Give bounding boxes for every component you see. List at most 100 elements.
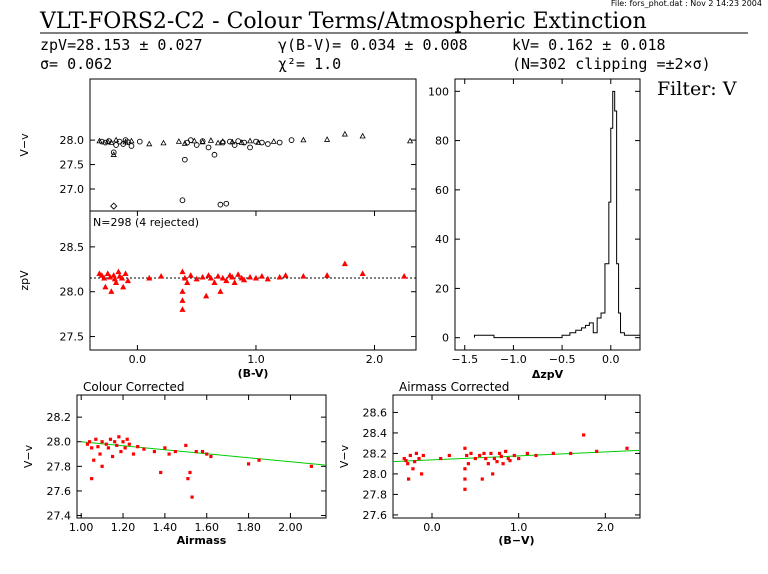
- data-point: [125, 437, 129, 441]
- data-point: [512, 453, 516, 458]
- k-value: kV= 0.162 ± 0.018: [512, 36, 666, 54]
- data-point: [504, 449, 508, 453]
- plot-frame: [89, 210, 417, 351]
- data-point: [160, 139, 167, 146]
- data-point: [217, 288, 224, 294]
- data-point: [258, 273, 265, 279]
- data-point: [186, 477, 190, 481]
- data-point: [482, 451, 486, 456]
- zp-value: zpV=28.153 ± 0.027: [40, 36, 203, 54]
- x-tick-label: −1.5: [451, 353, 478, 366]
- y-axis-label: V−v: [338, 444, 351, 468]
- histogram-bar: [597, 318, 601, 338]
- data-point: [203, 292, 210, 299]
- data-point: [498, 451, 502, 456]
- data-point: [175, 138, 182, 144]
- data-point: [214, 139, 222, 146]
- data-point: [118, 274, 126, 281]
- x-axis-label: ΔzpV: [532, 368, 564, 381]
- data-point: [96, 445, 100, 449]
- data-point: [179, 297, 186, 303]
- data-point: [223, 277, 230, 284]
- data-point: [113, 142, 119, 148]
- data-point: [478, 453, 482, 458]
- x-tick-label: 1.40: [153, 521, 178, 534]
- data-point: [124, 277, 132, 284]
- x-tick-label: 1.20: [111, 521, 136, 534]
- data-point: [128, 143, 135, 149]
- filter-label: Filter: V: [657, 78, 737, 100]
- data-point: [181, 274, 188, 281]
- data-point: [217, 201, 224, 208]
- data-point: [113, 136, 120, 143]
- histogram-bar: [593, 333, 597, 338]
- data-point: [110, 151, 117, 157]
- y-tick-label: 28.2: [47, 411, 72, 424]
- data-point: [184, 279, 191, 285]
- data-point: [288, 137, 295, 143]
- data-point: [235, 271, 242, 277]
- data-point: [205, 144, 212, 151]
- y-axis-label: zpV: [18, 270, 31, 291]
- y-tick-label: 27.5: [60, 159, 85, 172]
- data-point: [125, 139, 131, 145]
- data-point: [158, 273, 165, 279]
- data-point: [191, 137, 198, 144]
- y-tick-label: 60: [435, 184, 449, 197]
- page-title: VLT-FORS2-C2 - Colour Terms/Atmospheric …: [39, 9, 647, 34]
- x-axis-label: (B−V): [498, 534, 534, 547]
- data-point: [128, 137, 135, 144]
- data-point: [100, 464, 104, 468]
- data-point: [625, 446, 629, 450]
- data-point: [121, 440, 125, 444]
- data-point: [100, 440, 104, 444]
- data-point: [199, 138, 206, 145]
- x-tick-label: −1.0: [500, 353, 527, 366]
- data-point: [104, 138, 111, 144]
- data-point: [420, 472, 424, 476]
- data-point: [341, 130, 348, 137]
- data-point: [246, 462, 251, 466]
- x-tick-label: −0.5: [549, 353, 576, 366]
- histogram-panel: 0 20 40 60 80 100 −1.5 −1.0 −0.5 0.0 ΔzpV: [428, 78, 641, 381]
- data-point: [257, 458, 261, 462]
- histogram-bar: [570, 333, 576, 338]
- data-point: [264, 141, 271, 147]
- data-point: [179, 288, 186, 294]
- data-point: [92, 458, 96, 462]
- y-axis-label: V−v: [22, 444, 35, 468]
- data-point: [246, 273, 254, 280]
- data-point: [110, 202, 118, 210]
- data-point: [102, 139, 109, 146]
- data-point: [407, 477, 411, 481]
- data-point: [447, 453, 451, 458]
- data-point: [199, 273, 206, 280]
- y-tick-label: 28.0: [60, 134, 85, 147]
- data-point: [90, 477, 94, 481]
- data-point: [102, 283, 109, 290]
- airmass-corrected-panel: 27.6 27.8 28.0 28.2 28.4 28.6 0.0 1.0 2.0 (B−V) V−…: [338, 380, 641, 547]
- data-point: [229, 138, 236, 145]
- data-point: [159, 470, 163, 475]
- data-point: [108, 139, 115, 145]
- data-point: [517, 456, 521, 461]
- data-point: [207, 274, 214, 281]
- data-point: [406, 137, 414, 144]
- data-point: [123, 446, 127, 450]
- data-point: [276, 139, 283, 146]
- histogram-bar: [621, 333, 625, 338]
- data-point: [163, 446, 167, 450]
- data-point: [508, 459, 512, 463]
- gamma-value: γ(B-V)= 0.034 ± 0.008: [278, 36, 468, 54]
- histogram-bar: [605, 264, 609, 338]
- data-point: [205, 452, 209, 456]
- data-point: [252, 274, 260, 281]
- data-point: [117, 435, 121, 439]
- data-point: [211, 151, 218, 158]
- sigma-value: σ= 0.062: [40, 55, 112, 73]
- file-info: File: fors_phot.dat : Nov 2 14:23 2004: [611, 0, 762, 8]
- data-point: [115, 443, 119, 448]
- data-point: [94, 437, 98, 441]
- data-point: [193, 142, 200, 148]
